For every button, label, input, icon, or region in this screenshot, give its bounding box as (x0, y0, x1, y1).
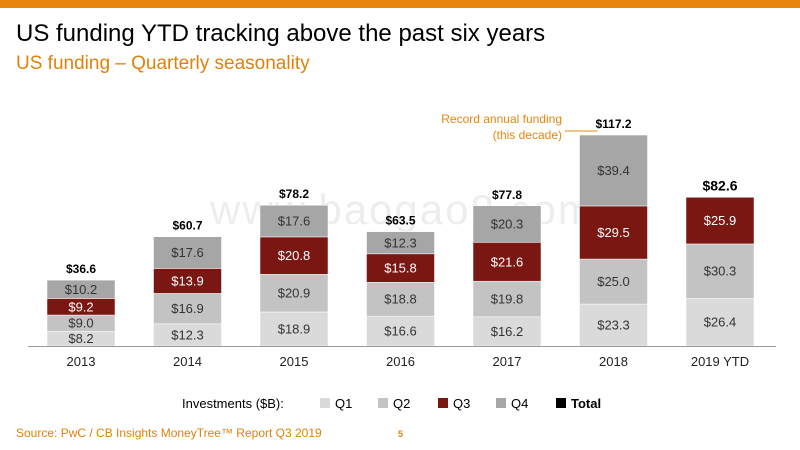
legend-label-q3: Q3 (453, 396, 471, 411)
data-label-q1: $18.9 (278, 321, 311, 336)
bar-segment-q3 (685, 197, 755, 245)
bar-segment-q2 (685, 243, 755, 299)
annotation-line-1: Record annual funding (441, 112, 562, 126)
data-label-q3: $13.9 (171, 273, 204, 288)
bar-segment-q1 (259, 311, 329, 347)
data-label-q2: $19.8 (491, 292, 524, 307)
x-tick-label: 2014 (173, 354, 202, 369)
data-label-q2: $25.0 (597, 274, 630, 289)
total-label: $82.6 (702, 177, 737, 193)
data-label-q4: $12.3 (384, 235, 417, 250)
bar-segment-q4 (153, 236, 222, 269)
data-label-q3: $9.2 (68, 299, 93, 314)
data-label-q4: $10.2 (65, 282, 98, 297)
bar-segment-q3 (366, 253, 435, 283)
data-label-q3: $20.8 (278, 248, 311, 263)
legend-label-q1: Q1 (335, 396, 353, 411)
legend-swatch-q4 (496, 398, 506, 408)
data-label-q4: $20.3 (491, 217, 524, 232)
page-title: US funding YTD tracking above the past s… (16, 20, 546, 47)
data-label-q2: $18.8 (384, 292, 417, 307)
legend-swatch-q2 (378, 398, 388, 408)
total-label: $36.6 (66, 262, 96, 276)
data-label-q1: $16.2 (491, 324, 524, 339)
legend-label-q4: Q4 (511, 396, 529, 411)
total-label: $60.7 (172, 219, 202, 233)
legend-title: Investments ($B): (182, 396, 284, 411)
total-label: $63.5 (385, 214, 415, 228)
bar-segment-q4 (46, 279, 116, 299)
bar-segment-q2 (259, 274, 329, 313)
bar-segment-q2 (366, 282, 435, 317)
legend-label-q2: Q2 (393, 396, 411, 411)
x-tick-label: 2017 (493, 354, 522, 369)
legend-swatch-q1 (320, 398, 330, 408)
page-subtitle: US funding – Quarterly seasonality (16, 53, 310, 74)
bar-segment-q1 (472, 316, 542, 347)
data-label-q1: $16.6 (384, 324, 417, 339)
bar-segment-q2 (472, 280, 542, 318)
source-note: Source: PwC / CB Insights MoneyTree™ Rep… (16, 426, 322, 440)
x-tick-label: 2019 YTD (691, 354, 749, 369)
data-label-q2: $9.0 (68, 316, 93, 331)
bar-segment-q1 (366, 315, 435, 347)
data-label-q2: $30.3 (704, 264, 737, 279)
top-accent-bar (0, 0, 800, 8)
legend-swatch-total (556, 398, 566, 408)
data-label-q1: $12.3 (171, 327, 204, 342)
x-tick-label: 2013 (67, 354, 96, 369)
total-label: $77.8 (492, 188, 522, 202)
legend-swatch-q3 (438, 398, 448, 408)
x-tick-label: 2018 (599, 354, 628, 369)
data-label-q1: $23.3 (597, 318, 630, 333)
data-label-q3: $29.5 (597, 225, 630, 240)
bar-segment-q4 (259, 204, 329, 238)
x-tick-label: 2016 (386, 354, 415, 369)
bar-segment-q3 (259, 236, 329, 275)
x-tick-label: 2015 (280, 354, 309, 369)
bar-segment-q4 (366, 231, 435, 255)
bar-segment-q4 (579, 134, 648, 207)
bar-segment-q1 (579, 303, 648, 347)
stacked-bar-chart: $8.2$9.0 $9.2 $10.2 $36.6 2013 $12.3 $16.9 $13.… (28, 112, 776, 369)
bar-segment-q1 (685, 298, 755, 347)
data-label-q1: $8.2 (68, 331, 93, 346)
bar-segment-q4 (472, 205, 542, 243)
data-label-q3: $21.6 (491, 254, 524, 269)
total-label: $117.2 (595, 117, 631, 131)
data-label-q2: $16.9 (171, 301, 204, 316)
data-label-q4: $17.6 (278, 214, 311, 229)
data-label-q3: $25.9 (704, 213, 737, 228)
bar-segment-q2 (153, 293, 222, 325)
bar-segment-q3 (153, 268, 222, 294)
chart-legend: Investments ($B): Q1 Q2 Q3 Q4 Total (0, 394, 800, 414)
total-label: $78.2 (279, 187, 309, 201)
annotation-line-2: (this decade) (493, 128, 562, 142)
page-number: 5 (398, 429, 404, 439)
data-label-q2: $20.9 (278, 286, 311, 301)
bar-segment-q3 (472, 242, 542, 282)
legend-label-total: Total (571, 396, 602, 411)
data-label-q3: $15.8 (384, 261, 417, 276)
data-label-q1: $26.4 (704, 315, 737, 330)
data-label-q4: $39.4 (597, 163, 630, 178)
bar-segment-q3 (579, 205, 648, 260)
data-label-q4: $17.6 (171, 245, 204, 260)
